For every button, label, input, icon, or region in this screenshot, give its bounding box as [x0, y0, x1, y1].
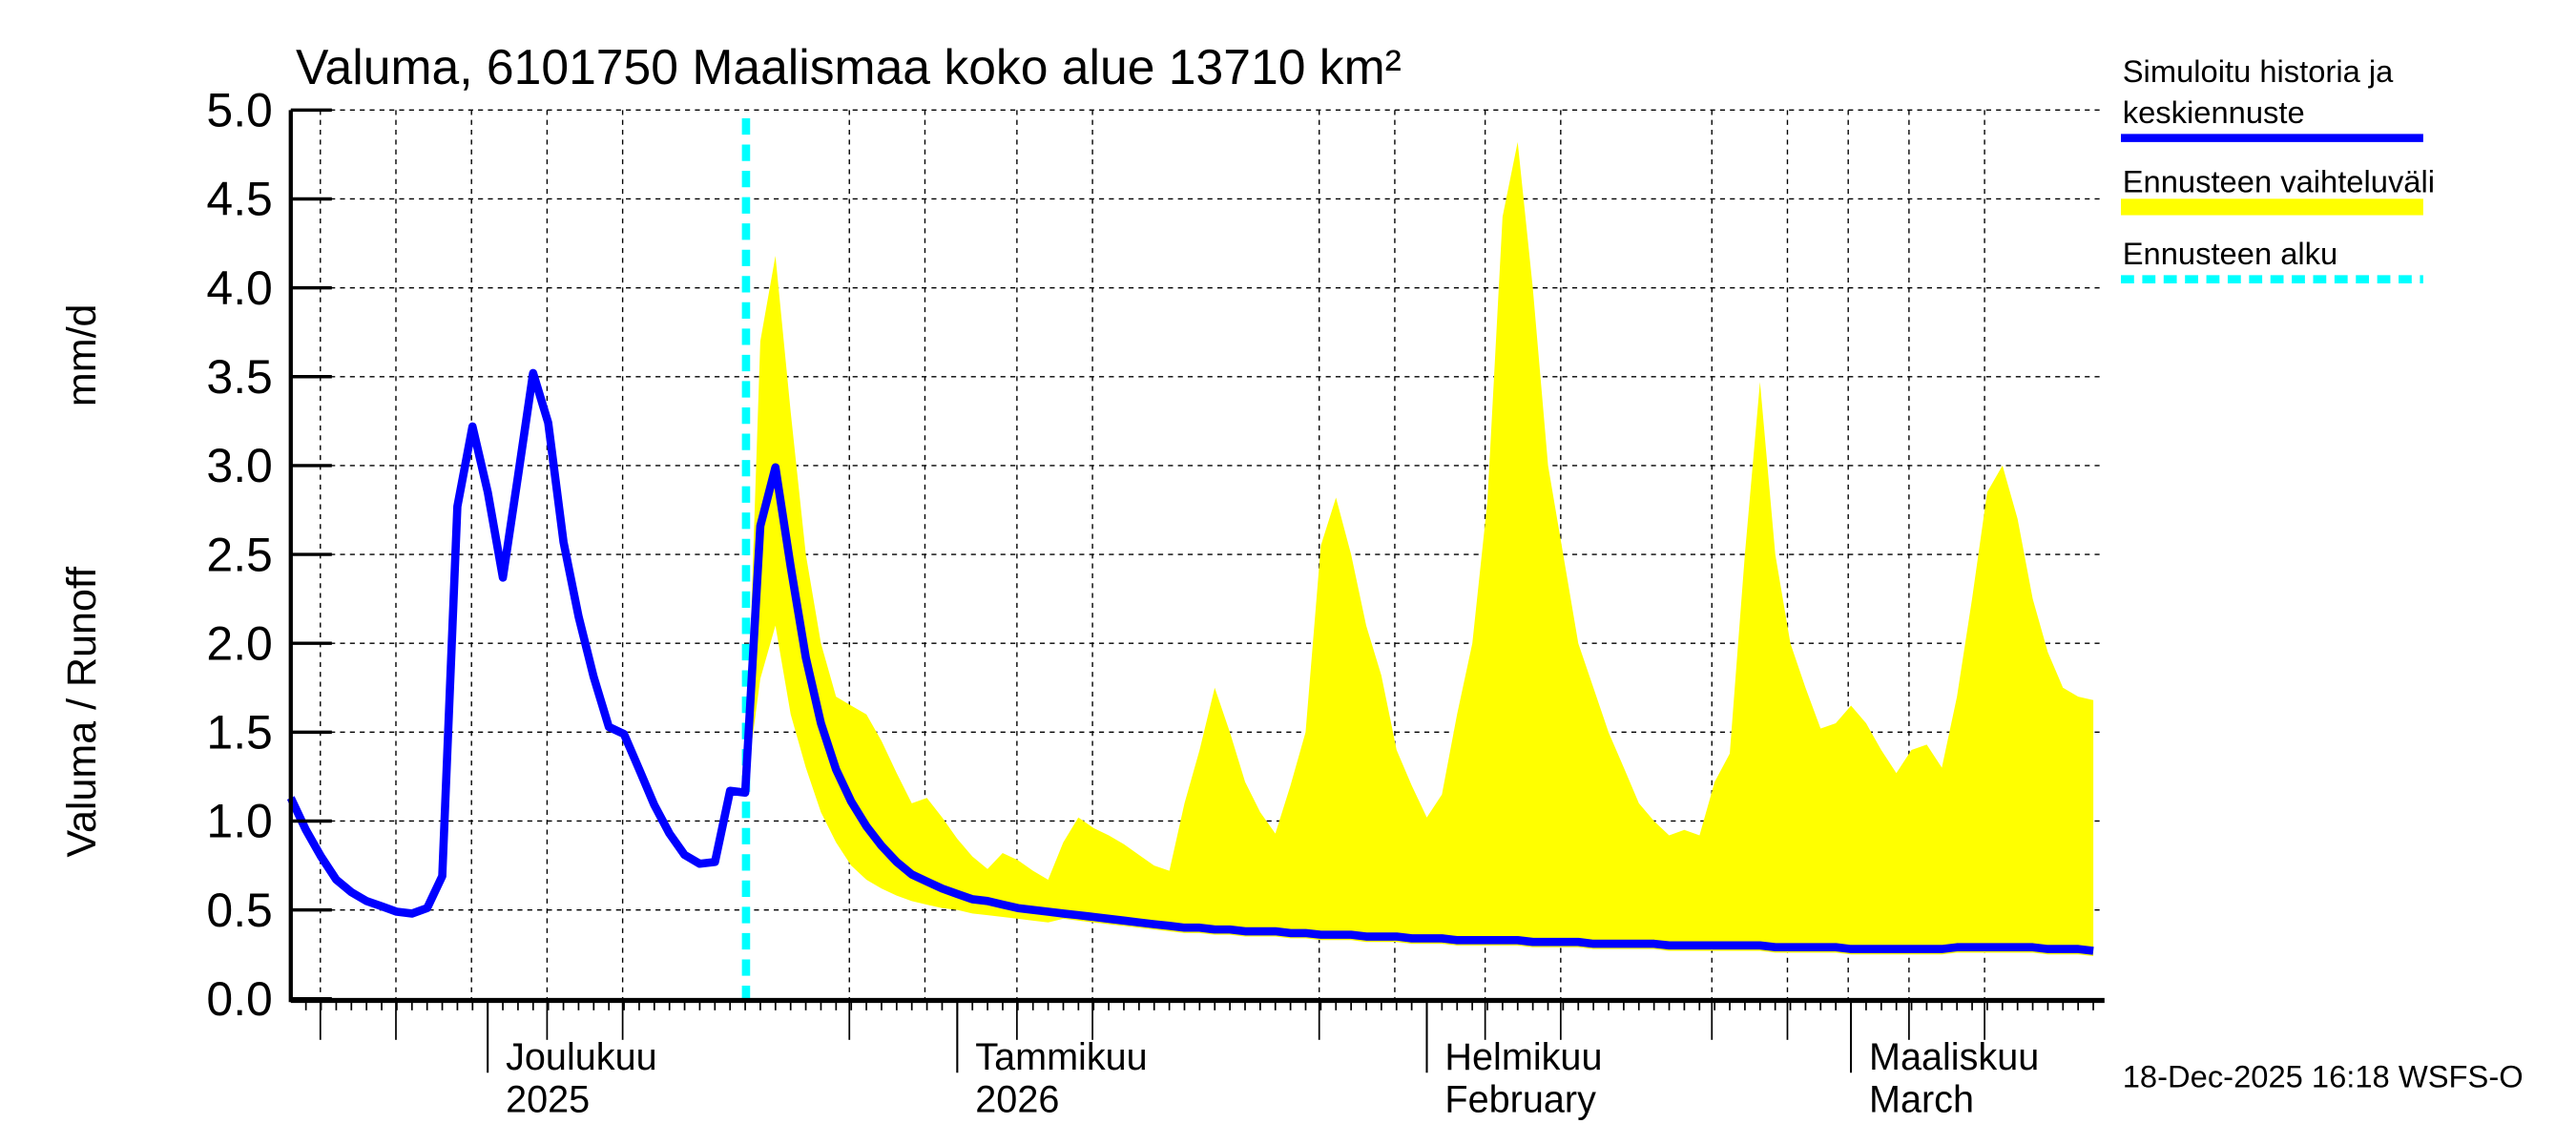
- month-label: Tammikuu: [975, 1036, 1147, 1078]
- y-axis-label: Valuma / Runoff mm/d: [59, 304, 105, 858]
- legend-label-median-1: Simuloitu historia ja: [2123, 53, 2394, 89]
- y-tick-label: 3.5: [206, 350, 272, 404]
- legend-label-forecast-start: Ennusteen alku: [2123, 236, 2337, 271]
- legend-label-median-2: keskiennuste: [2123, 94, 2305, 130]
- legend-label-range: Ennusteen vaihteluväli: [2123, 163, 2435, 198]
- y-tick-label: 2.0: [206, 616, 272, 670]
- timestamp: 18-Dec-2025 16:18 WSFS-O: [2123, 1059, 2524, 1094]
- month-label: Joulukuu: [506, 1036, 657, 1078]
- y-tick-label: 2.5: [206, 528, 272, 581]
- simulated-median-line: [286, 368, 2094, 955]
- forecast-range-area: [745, 141, 2094, 957]
- y-tick-label: 4.5: [206, 173, 272, 226]
- year-label: 2025: [506, 1079, 590, 1121]
- y-tick-label: 5.0: [206, 84, 272, 137]
- y-tick-label: 1.0: [206, 795, 272, 848]
- y-tick-label: 4.0: [206, 261, 272, 315]
- y-tick-label: 0.0: [206, 972, 272, 1026]
- y-tick-label: 1.5: [206, 706, 272, 760]
- year-label: February: [1444, 1079, 1596, 1121]
- year-label: March: [1869, 1079, 1974, 1121]
- year-label: 2026: [975, 1079, 1059, 1121]
- y-tick-labels: 0.0 0.5 1.0 1.5 2.0 2.5 3.0 3.5 4.0 4.5 5.0: [206, 84, 272, 1026]
- month-label: Helmikuu: [1444, 1036, 1602, 1078]
- legend: Simuloitu historia ja keskiennuste Ennus…: [2121, 53, 2435, 283]
- y-axis-unit: mm/d: [59, 304, 105, 407]
- y-tick-label: 0.5: [206, 884, 272, 937]
- axes: [288, 108, 2105, 1040]
- chart-title: Valuma, 6101750 Maalismaa koko alue 1371…: [296, 39, 1402, 94]
- grid: [290, 109, 2105, 1000]
- y-axis-title: Valuma / Runoff: [59, 566, 105, 858]
- month-label: Maaliskuu: [1869, 1036, 2039, 1078]
- y-tick-label: 3.0: [206, 439, 272, 492]
- legend-swatch-range: [2121, 198, 2423, 216]
